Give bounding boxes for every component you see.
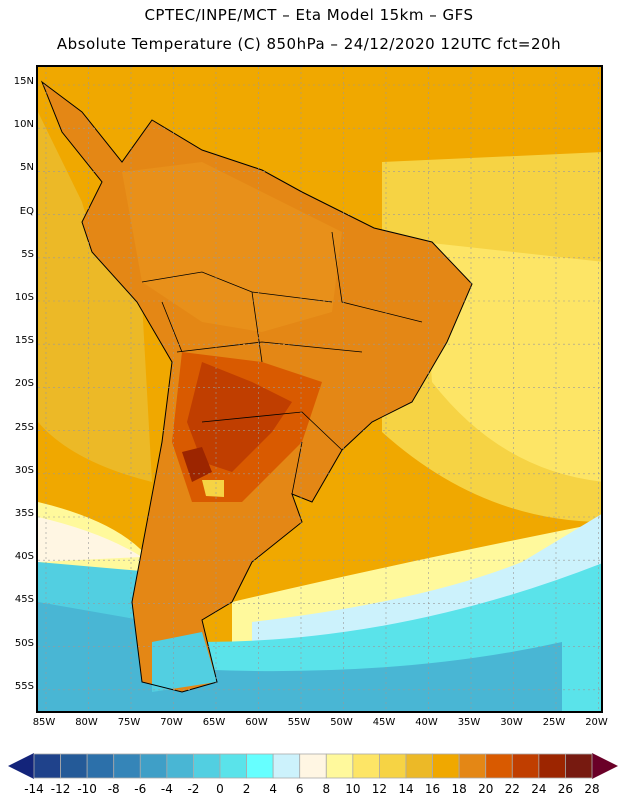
colorbar-label: 8 (322, 782, 331, 796)
lon-label: 75W (117, 717, 141, 728)
title-line-1: CPTEC/INPE/MCT – Eta Model 15km – GFS (144, 6, 474, 24)
lat-label: 35S (14, 508, 34, 519)
colorbar-swatch (405, 753, 433, 779)
colorbar-label: 28 (584, 782, 600, 796)
colorbar-label: 26 (557, 782, 574, 796)
colorbar-swatch (511, 753, 540, 779)
lon-label: 45W (372, 717, 396, 728)
colorbar-label: 18 (451, 782, 467, 796)
continent-cool-spot (202, 480, 224, 497)
colorbar-label: 12 (371, 782, 388, 796)
field-10-12-atlantic (422, 242, 601, 482)
field-6-8-pacific (38, 517, 142, 562)
colorbar-label: -6 (134, 782, 147, 796)
field-14-16-pacific (38, 112, 152, 482)
colorbar-label: -8 (107, 782, 120, 796)
lon-label: 35W (457, 717, 481, 728)
colorbar-label: -12 (50, 782, 71, 796)
title-line-2: Absolute Temperature (C) 850hPa – 24/12/… (56, 35, 562, 53)
colorbar-swatch (60, 753, 88, 779)
lat-label: 10S (14, 292, 34, 303)
lat-label: 10N (13, 119, 34, 131)
colorbar-label: 4 (269, 782, 277, 796)
lon-label: 40W (415, 717, 438, 728)
lat-label: 5S (21, 248, 34, 260)
colorbar-swatch (325, 753, 354, 779)
colorbar (8, 753, 618, 779)
colorbar-swatch (166, 753, 194, 779)
colorbar-over-arrow (592, 753, 618, 779)
field-cold-pacific-2 (38, 602, 152, 711)
lat-label: 25S (14, 421, 34, 433)
colorbar-label: -14 (24, 782, 44, 796)
lat-label: 15S (14, 335, 34, 347)
lat-label: 5N (20, 162, 34, 174)
graticule (38, 67, 601, 711)
colorbar-label: 22 (504, 782, 520, 796)
colorbar-swatch (538, 753, 566, 779)
colorbar-label: -2 (187, 782, 200, 796)
colorbar-swatch (219, 753, 247, 779)
colorbar-label: -4 (160, 782, 173, 796)
colorbar-swatch (86, 753, 115, 779)
colorbar-swatch (139, 753, 168, 779)
patagonia-cold-field (152, 632, 217, 692)
lat-label: 40S (14, 551, 34, 563)
temperature-field (38, 67, 601, 711)
lon-label: 70W (160, 717, 183, 728)
lat-label: 55S (14, 680, 34, 692)
lon-label: 25W (542, 717, 566, 728)
amazon-field (122, 162, 342, 332)
colorbar-label: 10 (345, 782, 361, 796)
lon-label: 85W (32, 717, 56, 728)
lat-label: 30S (14, 464, 34, 476)
lon-label: 60W (245, 717, 268, 728)
colorbar-label: 6 (295, 782, 304, 796)
field-minus4-south-atlantic (152, 642, 562, 711)
colorbar-label: 14 (398, 782, 414, 796)
colorbar-swatch (565, 753, 593, 779)
lat-label: 20S (14, 378, 34, 390)
colorbar-label: 20 (478, 782, 494, 796)
country-borders (141, 231, 423, 495)
lon-label: 80W (75, 717, 98, 728)
colorbar-swatch (299, 753, 327, 779)
coastline (40, 80, 473, 693)
continent-field-24-26 (182, 447, 212, 482)
colorbar-label: 16 (424, 782, 441, 796)
lat-label: 50S (14, 637, 34, 649)
continent-field-22-24 (187, 362, 292, 472)
temperature-map (36, 65, 603, 713)
colorbar-swatch (246, 753, 274, 779)
colorbar-swatch (193, 753, 221, 779)
colorbar-swatch (379, 753, 407, 779)
lat-label: 15N (13, 76, 34, 87)
colorbar-label: 0 (216, 782, 224, 796)
colorbar-under-arrow (8, 753, 34, 779)
lat-label: EQ (19, 205, 34, 217)
colorbar-swatch (113, 753, 141, 779)
colorbar-swatch (432, 753, 460, 779)
colorbar-label: -10 (77, 782, 97, 796)
lon-label: 65W (202, 717, 226, 728)
lon-label: 55W (287, 717, 311, 728)
lon-label: 30W (500, 717, 523, 728)
colorbar-swatch (485, 753, 513, 779)
colorbar-swatch (272, 753, 301, 779)
lat-label: 45S (14, 594, 34, 606)
lon-label: 20W (585, 717, 608, 728)
colorbar-label: 24 (531, 782, 547, 796)
colorbar-swatch (458, 753, 487, 779)
lon-label: 50W (330, 717, 353, 728)
colorbar-swatch (33, 753, 61, 779)
colorbar-swatch (352, 753, 380, 779)
colorbar-label: 2 (242, 782, 251, 796)
